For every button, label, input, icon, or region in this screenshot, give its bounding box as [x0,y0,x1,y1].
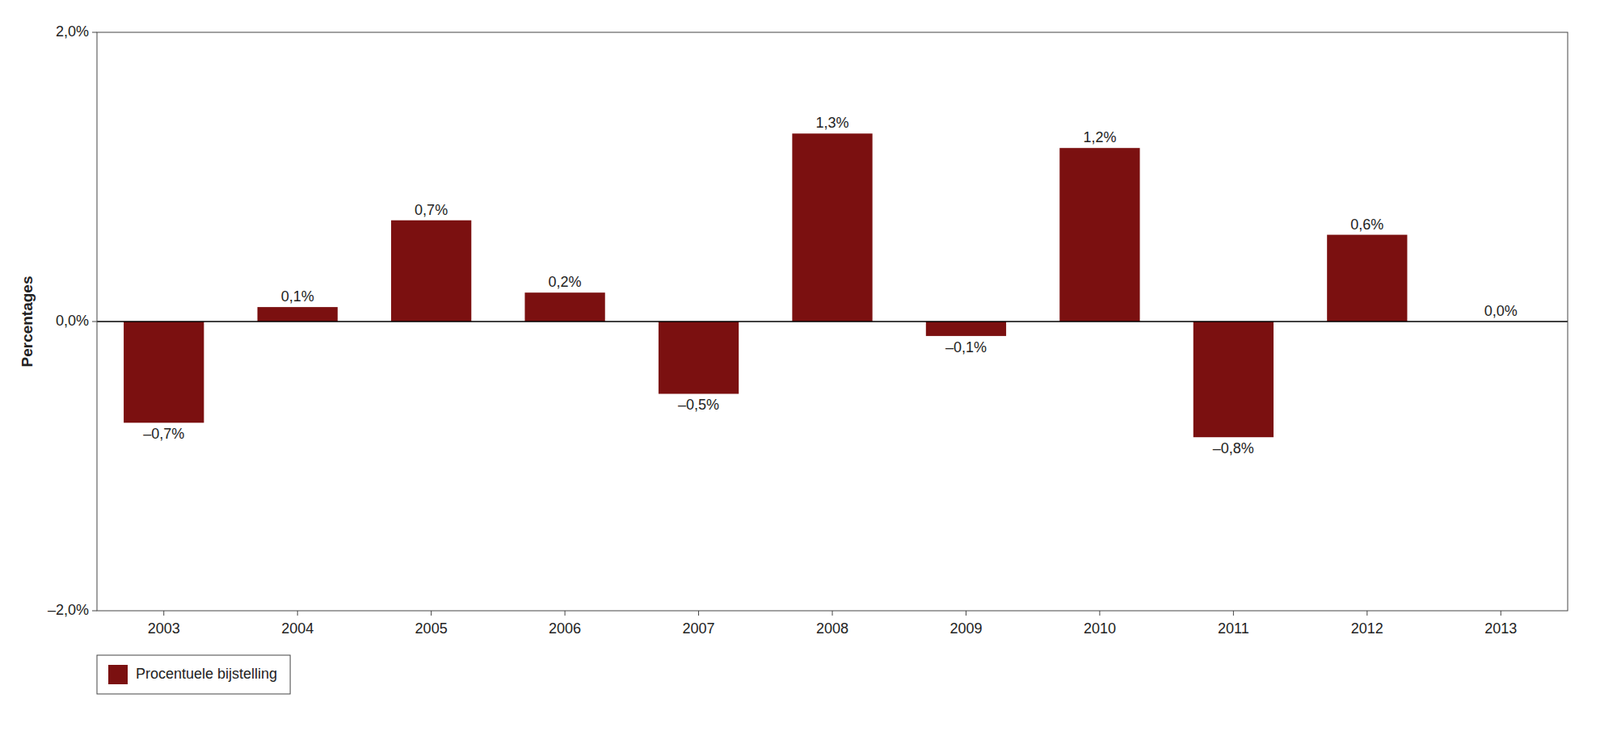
x-tick [163,610,165,616]
plot-area [96,32,1568,611]
x-tick [1098,610,1100,616]
data-label: –0,1% [945,339,987,356]
data-labels: –0,7% 0,1% 0,7% 0,2% –0,5% 1,3% –0,1% 1,2% –0,8%… [143,114,1518,457]
chart-svg: –0,7% 0,1% 0,7% 0,2% –0,5% 1,3% –0,1% 1,2% –0,8%… [0,0,1600,740]
bar [1193,321,1274,438]
legend-label: Procentuele bijstelling [135,665,278,683]
x-tick-label: 2011 [1217,620,1250,637]
x-tick-label: 2013 [1484,620,1517,637]
bar [926,321,1007,337]
x-tick-label: 2004 [281,620,314,637]
x-tick-label: 2008 [816,620,849,637]
data-label: 0,2% [548,273,582,291]
y-tick [92,610,97,612]
x-tick-label: 2006 [548,620,582,637]
x-tick [1500,610,1502,616]
bar [1059,147,1140,322]
x-tick-label: 2012 [1351,620,1384,637]
y-tick-label: 0,0% [55,312,89,329]
data-label: 1,3% [815,114,849,131]
y-axis-label: Percentages [18,275,36,367]
bar [1326,235,1407,322]
legend-frame [96,655,291,695]
data-label: –0,5% [677,396,720,413]
x-tick [965,610,967,616]
zero-line [96,320,1568,323]
bar [123,321,204,423]
bar [658,321,739,395]
bar [524,292,605,322]
data-label: 0,0% [1484,303,1518,320]
x-tick [564,610,566,616]
y-tick-label: 2,0% [55,23,89,40]
y-axis: –2,0% 0,0% 2,0% [47,23,97,619]
data-label: 1,2% [1082,129,1116,146]
x-tick-label: 2005 [415,620,448,637]
x-tick-label: 2010 [1083,620,1116,637]
x-tick [832,610,834,616]
y-tick [92,321,97,323]
bars [123,133,1407,438]
x-tick-label: 2009 [949,620,982,637]
x-tick [297,610,299,616]
data-label: –0,8% [1212,440,1255,457]
bar [391,220,472,322]
x-tick [1366,610,1368,616]
legend: Procentuele bijstelling [96,655,291,695]
x-tick [698,610,699,616]
x-tick [430,610,432,616]
x-tick [1233,610,1234,616]
data-label: 0,1% [281,288,315,305]
chart-container: –0,7% 0,1% 0,7% 0,2% –0,5% 1,3% –0,1% 1,2% –0,8%… [0,0,1600,740]
plot-frame [96,32,1568,611]
bar [257,307,338,322]
bar [791,133,872,322]
x-tick-label: 2003 [147,620,181,637]
y-tick-label: –2,0% [47,602,89,619]
x-tick-label: 2007 [682,620,716,637]
legend-swatch [108,665,128,685]
data-label: 0,6% [1350,216,1384,233]
y-tick [92,32,97,34]
x-axis: 2003 2004 2005 2006 2007 2008 2009 2010 2011 2012… [147,610,1518,637]
data-label: –0,7% [143,425,185,443]
data-label: 0,7% [414,202,448,219]
